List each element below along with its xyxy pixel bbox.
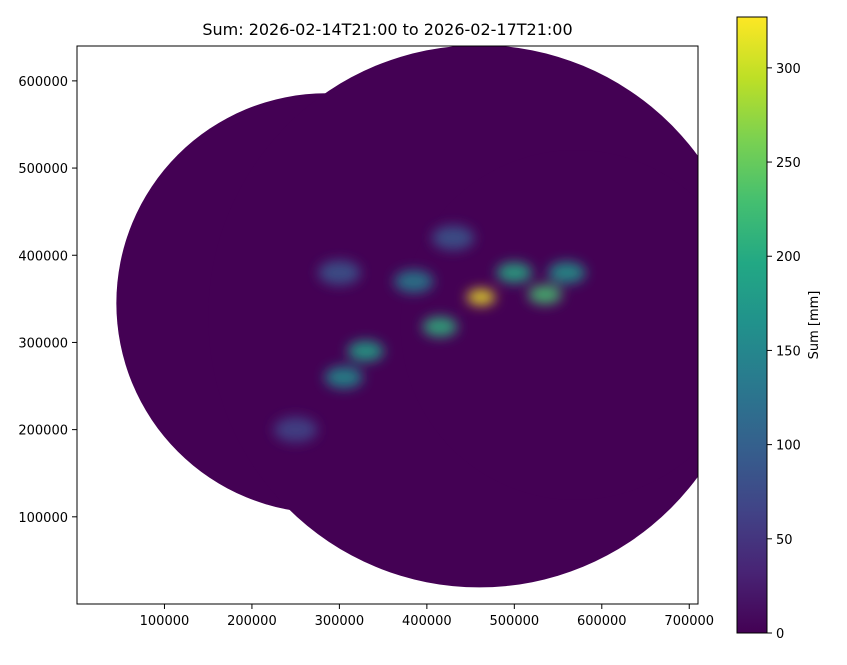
x-tick-label-500000: 500000 [490,614,540,629]
hotspot-2 [527,284,562,305]
x-tick-label-700000: 700000 [664,614,714,629]
colorbar-tick-label-250: 250 [776,156,801,171]
hotspot-11 [273,416,318,443]
x-axis: 100000 200000 300000 400000 500000 600000 7000… [140,604,714,629]
precip-field [273,225,586,443]
colorbar-tick-label-200: 200 [776,250,801,265]
plot-frame [76,45,699,605]
hotspot-5 [347,340,384,362]
chart-title: Sum: 2026-02-14T21:00 to 2026-02-17T21:0… [202,20,573,39]
y-tick-label-300000: 300000 [18,336,68,351]
y-tick-label-100000: 100000 [18,511,68,526]
coverage-circle-3 [400,150,698,500]
x-tick-label-600000: 600000 [577,614,627,629]
x-tick-label-300000: 300000 [315,614,365,629]
colorbar-tick-label-150: 150 [776,344,801,359]
hotspot-8 [394,269,434,293]
hotspot-9 [318,260,361,286]
colorbar-label: Sum [mm] [807,291,822,360]
hotspot-3 [496,262,533,284]
y-tick-label-200000: 200000 [18,424,68,439]
colorbar-tick-label-50: 50 [776,533,793,548]
hotspot-7 [548,261,586,284]
y-tick-label-400000: 400000 [18,249,68,264]
hotspot-1 [466,288,496,306]
colorbar-tick-label-0: 0 [776,627,784,642]
y-axis: 100000 200000 300000 400000 500000 600000 [18,75,77,526]
radar-coverage [116,46,698,588]
colorbar-ticks: 0 50 100 150 200 250 300 [767,62,801,642]
y-tick-label-500000: 500000 [18,162,68,177]
y-tick-label-600000: 600000 [18,75,68,90]
hotspot-10 [431,225,475,251]
x-tick-label-400000: 400000 [402,614,452,629]
colorbar [736,16,768,634]
colorbar-tick-label-300: 300 [776,62,801,77]
x-tick-label-200000: 200000 [227,614,277,629]
hotspot-4 [422,316,458,337]
x-tick-label-100000: 100000 [140,614,190,629]
colorbar-tick-label-100: 100 [776,439,801,454]
hotspot-6 [324,366,363,389]
